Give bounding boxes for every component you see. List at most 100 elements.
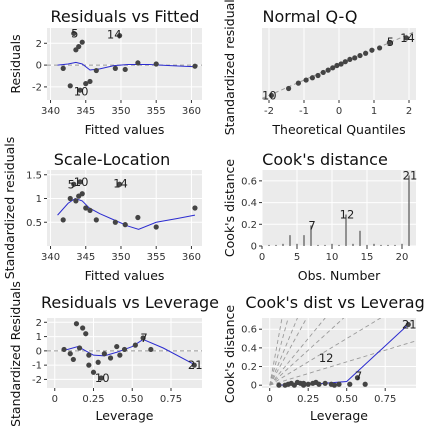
x-axis-label: Theoretical Quantiles [271,122,405,137]
y-tick-label: 1.5 [26,170,42,181]
data-point [386,39,392,46]
plot-panel [47,28,202,100]
y-tick-label: 1 [36,194,42,205]
x-axis-label: Obs. Number [298,268,381,283]
data-point [67,195,73,202]
chart-cook: 7 12 21 0 5 10 15 20 0 0.2 0.4 0.6 Cook's distance Ob… [222,150,417,283]
x-tick-label: 0 [259,252,265,263]
data-point [98,375,104,381]
x-tick-label: 0.25 [82,394,104,405]
cook-contour-line [269,340,416,386]
x-axis-label: Leverage [96,408,154,423]
y-tick-label: 0.2 [241,220,257,231]
data-point [336,381,342,387]
data-point [107,355,114,361]
data-point [67,351,73,357]
chart-rvl: 7 10 21 0 0.25 0.50 0.75 -2 -1 0 1 2 Residuals vs Le… [8,281,219,427]
plot-area [262,28,416,100]
point-label: 14 [113,176,128,190]
data-point [122,222,128,228]
point-label: 5 [68,177,75,191]
y-tick-label: 0.4 [241,198,257,209]
plot-area [262,170,416,246]
y-axis-label: Standardized Residuals [8,281,23,427]
plot-area [47,170,202,246]
x-tick-label: 340 [41,252,60,263]
point-label: 7 [355,369,362,383]
data-point [93,67,99,74]
y-tick-label: 0 [36,346,42,357]
data-point [357,52,363,59]
data-point [153,224,159,230]
point-label: 5 [387,35,394,49]
chart-cdvl: 12 7 21 0 0.25 0.50 0.75 0 0.2 0.4 0.6 Cook's dist … [222,293,424,423]
data-point [300,380,307,386]
point-label: 10 [74,175,89,189]
data-point [122,66,128,73]
x-tick-label: 10 [326,252,339,263]
x-tick-label: 5 [294,252,300,263]
y-tick-label: 0 [251,381,257,392]
data-point [71,181,77,187]
y-tick-label: 2 [36,318,42,329]
data-point [192,205,198,211]
data-point [305,381,311,387]
x-tick-label: 355 [147,106,166,117]
chart-title: Residuals vs Fitted [51,7,200,26]
data-point [268,92,275,99]
data-point [316,381,322,387]
x-tick-label: 360 [182,106,201,117]
data-point [140,335,146,341]
data-point [403,35,410,41]
chart-title: Scale-Location [54,150,171,169]
data-point [192,63,198,69]
x-tick-label: 2 [406,106,412,117]
point-label: 10 [74,84,89,98]
chart-title: Residuals vs Leverage [41,293,219,312]
data-point [320,69,326,76]
y-tick-label: -1 [32,361,42,372]
data-point [76,43,82,50]
data-point [191,362,197,368]
chart-title: Cook's distance [262,150,388,169]
point-label: 14 [107,28,122,42]
chart-title: Cook's dist vs Leverage [245,293,424,312]
x-tick-label: -2 [264,106,274,117]
x-tick-label: 350 [111,106,130,117]
point-label: 21 [402,318,417,332]
data-point [86,352,92,358]
data-point [87,78,93,85]
point-label: 5 [71,26,78,40]
x-tick-label: 0.50 [121,394,143,405]
data-point [330,65,336,71]
y-axis-label: Standardized residuals [222,0,237,135]
point-label: 7 [308,218,315,232]
data-point [135,60,141,66]
point-label: 10 [95,371,110,385]
x-tick-label: 0.75 [160,394,182,405]
data-point [61,346,67,353]
data-point [303,77,309,83]
chart-qq: 10 5 14 -2 -1 0 1 2 Normal Q-Q Theoretical Quanti… [222,0,416,137]
y-tick-label: 0.2 [241,362,257,373]
y-tick-label: 2 [36,39,42,50]
chart-title: Normal Q-Q [263,7,358,26]
x-tick-label: 0.25 [297,394,319,405]
data-point [338,61,344,67]
x-tick-label: 0.50 [336,394,358,405]
cook-contour-line [269,318,308,386]
y-tick-label: 0.6 [241,325,257,336]
data-point [71,30,77,37]
x-tick-label: 345 [76,106,95,117]
x-tick-label: 360 [182,252,201,263]
y-tick-label: 0.6 [241,176,257,187]
data-point [153,61,159,67]
data-point [83,81,89,87]
chart-rvf: 5 14 10 340 345 350 355 360 -2 0 2 Residuals vs Fit… [8,7,202,137]
data-point [76,345,83,351]
data-point [67,83,73,89]
plot-area [47,318,202,388]
x-tick-label: 0.75 [374,394,396,405]
plot-panel [262,170,416,246]
